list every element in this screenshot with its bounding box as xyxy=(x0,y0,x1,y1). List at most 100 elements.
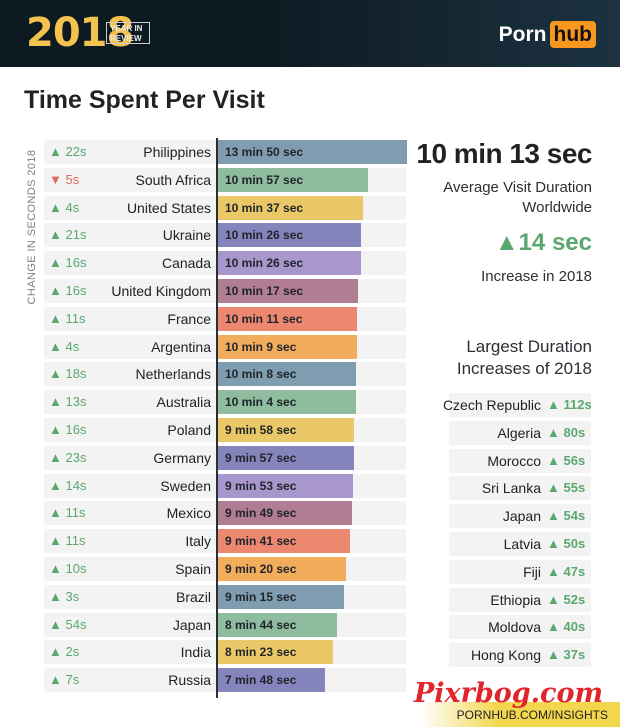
year-in-review-line-1: YEAR IN xyxy=(110,24,143,33)
country-label: Netherlands xyxy=(135,366,212,382)
country-label: Sweden xyxy=(160,478,211,494)
bar xyxy=(218,362,356,386)
bar-value-label: 10 min 37 sec xyxy=(225,201,304,215)
year-in-review-badge: YEAR IN REVIEW xyxy=(106,22,150,44)
country-label: Japan xyxy=(172,617,211,633)
bar-value-label: 10 min 26 sec xyxy=(225,256,304,270)
side-row-background xyxy=(449,476,591,500)
side-country-label: Czech Republic xyxy=(442,397,541,413)
side-change-label: ▲ 37s xyxy=(547,647,586,662)
side-country-label: Ethiopia xyxy=(490,592,541,608)
change-label: ▲ 54s xyxy=(49,617,87,632)
change-label: ▲ 16s xyxy=(49,283,87,298)
change-label: ▼ 5s xyxy=(49,172,80,187)
change-label: ▲ 14s xyxy=(49,478,87,493)
y-axis-label: CHANGE IN SECONDS 2018 xyxy=(26,149,38,305)
country-label: Mexico xyxy=(166,505,211,521)
change-label: ▲ 4s xyxy=(49,200,80,215)
bar xyxy=(218,557,346,581)
bar xyxy=(218,196,363,220)
side-change-label: ▲ 54s xyxy=(547,508,586,523)
change-label: ▲ 10s xyxy=(49,561,87,576)
country-label: Philippines xyxy=(143,144,211,160)
bar xyxy=(218,140,407,164)
side-change-label: ▲ 80s xyxy=(547,425,586,440)
brand-logo-right: hub xyxy=(549,21,596,48)
change-label: ▲ 13s xyxy=(49,394,87,409)
bar-value-label: 10 min 8 sec xyxy=(225,367,297,381)
side-change-label: ▲ 55s xyxy=(547,480,586,495)
bar xyxy=(218,501,352,525)
change-label: ▲ 7s xyxy=(49,672,80,687)
change-label: ▲ 3s xyxy=(49,589,80,604)
bar xyxy=(218,251,361,275)
increase-value: ▲14 sec xyxy=(494,229,592,256)
side-change-label: ▲ 47s xyxy=(547,564,586,579)
country-label: Russia xyxy=(168,672,211,688)
country-label: Poland xyxy=(167,422,211,438)
side-row-background xyxy=(449,449,591,473)
chart-axis-line xyxy=(216,138,218,698)
year-in-review-line-2: REVIEW xyxy=(110,34,142,43)
footer-site-link[interactable]: PORNHUB.COM/INSIGHTS xyxy=(456,708,608,722)
bar xyxy=(218,668,325,692)
bar-value-label: 10 min 11 sec xyxy=(225,312,303,326)
country-label: United States xyxy=(126,200,211,216)
change-label: ▲ 21s xyxy=(49,227,87,242)
country-label: Ukraine xyxy=(162,227,211,243)
side-country-label: Japan xyxy=(502,508,541,524)
country-label: Italy xyxy=(185,533,211,549)
bar-value-label: 9 min 49 sec xyxy=(225,506,297,520)
bar-value-label: 9 min 53 sec xyxy=(225,479,297,493)
bar-value-label: 7 min 48 sec xyxy=(225,673,297,687)
side-country-label: Moldova xyxy=(488,619,541,635)
bar xyxy=(218,279,358,303)
bar xyxy=(218,529,350,553)
side-row-background xyxy=(449,615,591,639)
bar xyxy=(218,585,344,609)
country-label: Brazil xyxy=(175,589,211,605)
country-label: India xyxy=(180,644,211,660)
change-label: ▲ 23s xyxy=(49,450,87,465)
brand-logo-left: Porn xyxy=(498,23,547,46)
bar xyxy=(218,446,354,470)
bar xyxy=(218,168,368,192)
bar-value-label: 9 min 58 sec xyxy=(225,423,297,437)
change-label: ▲ 11s xyxy=(49,533,86,548)
country-label: Germany xyxy=(153,450,211,466)
change-label: ▲ 16s xyxy=(49,422,87,437)
largest-increases-title: Largest Duration Increases of 2018 xyxy=(456,337,592,378)
header-banner: 2018 YEAR IN REVIEW Porn hub xyxy=(0,0,620,67)
bar xyxy=(218,390,356,414)
bar-value-label: 10 min 4 sec xyxy=(225,395,297,409)
side-country-label: Fiji xyxy=(523,564,541,580)
bar-value-label: 9 min 41 sec xyxy=(225,534,297,548)
bar-value-label: 9 min 20 sec xyxy=(225,562,297,576)
bar xyxy=(218,335,357,359)
bar xyxy=(218,223,361,247)
average-duration-label: Average Visit Duration Worldwide xyxy=(443,179,592,216)
side-country-label: Algeria xyxy=(497,425,541,441)
change-label: ▲ 18s xyxy=(49,366,87,381)
side-row-background xyxy=(449,560,591,584)
bar xyxy=(218,613,337,637)
country-label: Argentina xyxy=(151,339,211,355)
footer-stripe xyxy=(420,702,620,727)
bar-value-label: 10 min 26 sec xyxy=(225,228,304,242)
country-label: Australia xyxy=(156,394,211,410)
bar xyxy=(218,474,353,498)
bar xyxy=(218,640,333,664)
bar-value-label: 8 min 23 sec xyxy=(225,645,297,659)
country-label: United Kingdom xyxy=(111,283,211,299)
side-row-background xyxy=(449,588,591,612)
brand-logo: Porn hub xyxy=(499,21,596,48)
country-label: South Africa xyxy=(135,172,212,188)
country-label: Spain xyxy=(175,561,211,577)
change-label: ▲ 2s xyxy=(49,644,80,659)
side-country-label: Sri Lanka xyxy=(481,480,541,496)
change-label: ▲ 4s xyxy=(49,339,80,354)
bar xyxy=(218,418,354,442)
average-duration-value: 10 min 13 sec xyxy=(416,138,592,169)
side-change-label: ▲ 50s xyxy=(547,536,586,551)
side-row-background xyxy=(449,643,591,667)
